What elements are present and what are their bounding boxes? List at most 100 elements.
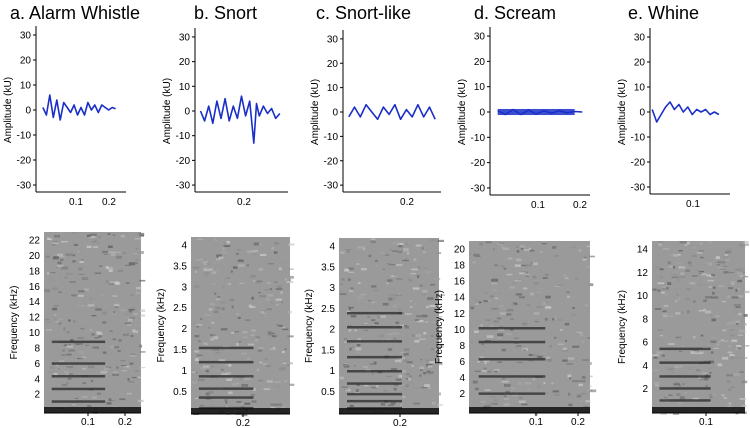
waveform-x-tick-label: 0.2 (237, 197, 251, 208)
spectrogram-x-tick-label: 0.2 (236, 418, 250, 428)
spectrogram-x-tick-label: 0.2 (393, 418, 407, 428)
waveform-envelope (497, 108, 575, 116)
waveform-y-tick-label: 30 (179, 32, 191, 43)
waveform-y-tick-label: -30 (176, 181, 191, 192)
panel-title: a. Alarm Whistle (10, 3, 140, 23)
waveform-y-tick-label: -10 (17, 131, 32, 142)
spectrogram (652, 241, 750, 415)
waveform-y-tick-label: -30 (631, 183, 646, 194)
waveform-x-tick-label: 0.1 (531, 200, 545, 211)
panel: d. Scream 30 20 10 0 -10 -20 -30 0.1 0.2 Amplitude… (434, 3, 597, 428)
waveform-x-tick-label: 0.2 (102, 197, 116, 208)
spectrogram-y-tick-label: 16 (29, 282, 41, 293)
spectrogram-y-tick-label: 4 (34, 374, 40, 385)
waveform-y-axis-label: Amplitude (kU) (617, 79, 628, 145)
waveform-y-tick-label: 10 (327, 83, 339, 94)
spectrogram-y-tick-label: 18 (454, 261, 466, 272)
waveform-y-tick-label: -20 (176, 156, 191, 167)
spectrogram-y-tick-label: 1 (181, 366, 187, 377)
waveform-y-axis-label: Amplitude (kU) (310, 79, 321, 145)
spectrogram (191, 237, 295, 417)
panel-title: e. Whine (628, 3, 699, 23)
spectrogram-x-tick-label: 0.2 (118, 417, 132, 428)
waveform-y-tick-label: 20 (634, 58, 646, 69)
panel-title: c. Snort-like (316, 3, 411, 23)
waveform-y-tick-label: 30 (20, 31, 32, 42)
waveform-y-tick-label: 30 (634, 33, 646, 44)
waveform-y-tick-label: -20 (17, 156, 32, 167)
panel-title: b. Snort (194, 3, 257, 23)
spectrogram-y-tick-label: 3.5 (173, 261, 187, 272)
spectrogram-y-tick-label: 12 (454, 309, 466, 320)
waveform-line (651, 101, 720, 123)
spectrogram (339, 238, 445, 415)
waveform-y-tick-label: 30 (474, 32, 486, 43)
spectrogram-y-tick-label: 16 (454, 277, 466, 288)
waveform-y-tick-label: -10 (324, 132, 339, 143)
waveform-line (199, 95, 281, 144)
waveform-line (42, 94, 116, 121)
spectrogram-y-axis-label: Frequency (kHz) (304, 289, 315, 363)
spectrogram-y-tick-label: 8 (642, 314, 648, 325)
spectrogram-y-tick-label: 10 (637, 291, 649, 302)
spectrogram-y-tick-label: 4 (181, 241, 187, 252)
spectrogram-y-tick-label: 1 (329, 366, 335, 377)
spectrogram-y-tick-label: 2 (34, 390, 40, 401)
spectrogram-y-tick-label: 2 (642, 384, 648, 395)
waveform-y-tick-label: 20 (20, 56, 32, 67)
spectrogram-y-tick-label: 4 (642, 361, 648, 372)
spectrogram-y-tick-label: 6 (34, 359, 40, 370)
spectrogram-y-tick-label: 1.5 (173, 345, 187, 356)
spectrogram-y-tick-label: 2 (459, 389, 465, 400)
waveform-x-tick-label: 0.2 (400, 197, 414, 208)
spectrogram-y-tick-label: 20 (29, 251, 41, 262)
waveform-line (348, 103, 436, 121)
spectrogram-y-axis-label: Frequency (kHz) (434, 290, 445, 364)
waveform-y-tick-label: 0 (184, 107, 190, 118)
waveform-y-tick-label: -10 (176, 131, 191, 142)
waveform-y-tick-label: -30 (324, 181, 339, 192)
spectrogram-x-tick-label: 0.1 (529, 417, 543, 428)
waveform-y-tick-label: 10 (634, 83, 646, 94)
panel: a. Alarm Whistle 30 20 10 0 -10 -20 -30 0.1 0.2 Am… (3, 3, 146, 428)
waveform-y-tick-label: 20 (179, 57, 191, 68)
spectrogram-y-tick-label: 0.5 (321, 387, 335, 398)
spectrogram-y-tick-label: 6 (459, 357, 465, 368)
waveform-y-tick-label: -10 (471, 133, 486, 144)
spectrogram-y-axis-label: Frequency (kHz) (9, 286, 20, 360)
spectrogram-y-tick-label: 14 (637, 245, 649, 256)
waveform-y-tick-label: 0 (639, 108, 645, 119)
spectrogram-y-tick-label: 1.5 (321, 345, 335, 356)
spectrogram (469, 241, 597, 416)
spectrogram-y-tick-label: 10 (454, 325, 466, 336)
spectrogram-y-tick-label: 0.5 (173, 387, 187, 398)
waveform-y-tick-label: -20 (631, 158, 646, 169)
waveform-x-tick-label: 0.2 (573, 200, 587, 211)
waveform-y-tick-label: 0 (332, 108, 338, 119)
spectrogram-y-tick-label: 6 (642, 338, 648, 349)
waveform-y-tick-label: -10 (631, 133, 646, 144)
spectrogram-y-tick-label: 8 (459, 341, 465, 352)
spectrogram-y-tick-label: 22 (29, 236, 41, 247)
waveform-y-tick-label: -20 (324, 156, 339, 167)
spectrogram-y-axis-label: Frequency (kHz) (617, 290, 628, 364)
spectrogram-y-tick-label: 10 (29, 328, 41, 339)
waveform-y-tick-label: 10 (474, 82, 486, 93)
waveform-x-tick-label: 0.1 (686, 199, 700, 210)
waveform-y-tick-label: -30 (17, 181, 32, 192)
spectrogram-x-tick-label: 0.1 (81, 417, 95, 428)
waveform-y-tick-label: 10 (20, 81, 32, 92)
waveform-y-tick-label: -20 (471, 158, 486, 169)
spectrogram-y-tick-label: 3 (329, 283, 335, 294)
spectrogram-y-tick-label: 14 (29, 297, 41, 308)
spectrogram-y-tick-label: 12 (29, 313, 41, 324)
panel: e. Whine 30 20 10 0 -10 -20 -30 0.1 Amplitude (kU… (617, 3, 750, 428)
waveform-y-axis-label: Amplitude (kU) (162, 78, 173, 144)
panel: c. Snort-like 30 20 10 0 -10 -20 -30 0.2 Amplitud… (304, 3, 445, 428)
waveform-y-tick-label: 0 (25, 106, 31, 117)
waveform-y-tick-label: 20 (474, 57, 486, 68)
spectrogram-y-tick-label: 3 (181, 282, 187, 293)
waveform-y-axis-label: Amplitude (kU) (3, 77, 14, 143)
